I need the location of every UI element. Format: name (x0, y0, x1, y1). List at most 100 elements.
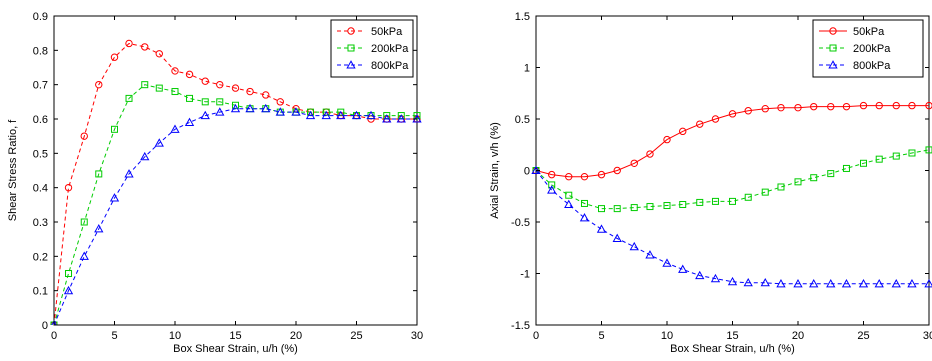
data-point (596, 224, 607, 233)
data-point (95, 170, 103, 178)
data-point (777, 183, 785, 191)
y-tick-label: 0.8 (33, 45, 48, 57)
legend-marker (829, 44, 837, 52)
data-point (875, 155, 883, 163)
y-tick-label: -1 (520, 269, 530, 281)
data-point (711, 197, 719, 205)
data-point (727, 276, 738, 286)
y-tick-label: 0.6 (33, 114, 48, 126)
data-point (729, 197, 736, 205)
data-point (565, 172, 573, 181)
data-point (696, 198, 704, 206)
data-point (629, 241, 639, 251)
data-point (305, 110, 316, 120)
data-point (826, 278, 836, 288)
legend-label: 200kPa (371, 43, 409, 55)
legend-box (812, 19, 924, 78)
data-point (216, 98, 224, 106)
x-tick-label: 5 (111, 330, 117, 342)
y-tick-label: 0.1 (33, 286, 48, 298)
x-tick-label: 30 (411, 330, 423, 342)
series-line (535, 149, 930, 210)
legend: 50kPa 200kPa 800kPa (812, 19, 924, 78)
data-point (125, 94, 133, 102)
data-point (777, 103, 785, 112)
data-point (80, 218, 88, 226)
data-point (744, 107, 752, 115)
data-point (231, 84, 240, 92)
x-tick-label: 25 (857, 330, 869, 342)
data-point (548, 170, 556, 179)
data-point (366, 110, 376, 120)
series-line (535, 105, 929, 178)
data-point (678, 264, 688, 273)
data-point (63, 285, 74, 295)
data-point (810, 174, 818, 182)
y-tick-label: 0.5 (33, 148, 48, 160)
data-point (110, 53, 119, 61)
data-point (728, 110, 737, 118)
data-point (141, 43, 149, 51)
data-point (662, 258, 672, 267)
data-point (630, 159, 638, 167)
data-point (201, 98, 209, 106)
data-point (351, 110, 362, 120)
legend-label: 50kPa (853, 26, 885, 38)
data-point (184, 117, 195, 126)
data-point (548, 181, 556, 189)
data-point (827, 102, 835, 111)
data-point (924, 278, 932, 288)
data-point (580, 172, 589, 181)
data-point (382, 114, 392, 123)
data-point (79, 251, 89, 260)
y-tick-label: 0.5 (515, 114, 530, 126)
data-point (80, 132, 88, 140)
data-point (696, 120, 704, 128)
data-point (291, 107, 301, 116)
data-point (65, 270, 73, 277)
legend-marker (347, 27, 355, 35)
data-point (891, 278, 901, 288)
x-axis-label: Box Shear Strain, u/h (%) (173, 343, 298, 355)
data-point (547, 185, 557, 194)
y-tick-label: 1.5 (515, 11, 530, 23)
data-point (321, 110, 331, 120)
data-point (613, 166, 621, 175)
x-tick-label: 5 (598, 330, 604, 342)
y-tick-label: 1 (524, 63, 530, 75)
data-point (630, 204, 638, 212)
series-line (53, 108, 417, 325)
data-point (336, 110, 346, 120)
data-point (598, 205, 605, 213)
data-point (201, 77, 209, 85)
data-point (892, 101, 900, 110)
data-point (860, 159, 867, 167)
data-point (94, 224, 104, 233)
data-point (841, 278, 852, 288)
data-point (907, 278, 917, 288)
data-point (663, 135, 671, 144)
data-point (246, 87, 254, 96)
data-point (859, 101, 868, 110)
series-layer (531, 101, 932, 288)
data-point (125, 39, 133, 48)
data-point (794, 178, 802, 186)
axis-ticks: 0 5 10 15 20 25 30 -1.5 -1 -0.5 0 0.5 1 1.5 (511, 11, 932, 342)
legend: 50kPa 200kPa 800kPa (330, 19, 414, 78)
series-800kPa (51, 103, 422, 325)
data-point (794, 103, 802, 112)
legend-item: 200kPa (337, 43, 409, 55)
x-tick-label: 0 (51, 330, 57, 342)
legend-label: 800kPa (371, 60, 409, 72)
data-point (874, 278, 884, 288)
data-point (579, 213, 590, 222)
legend-label: 200kPa (853, 43, 891, 55)
y-tick-label: 0 (524, 166, 530, 178)
data-point (186, 94, 194, 102)
data-point (646, 203, 654, 211)
data-point (858, 278, 869, 288)
data-point (200, 110, 210, 120)
y-tick-label: 0.4 (33, 183, 48, 195)
x-tick-label: 15 (229, 330, 241, 342)
data-point (261, 103, 271, 113)
